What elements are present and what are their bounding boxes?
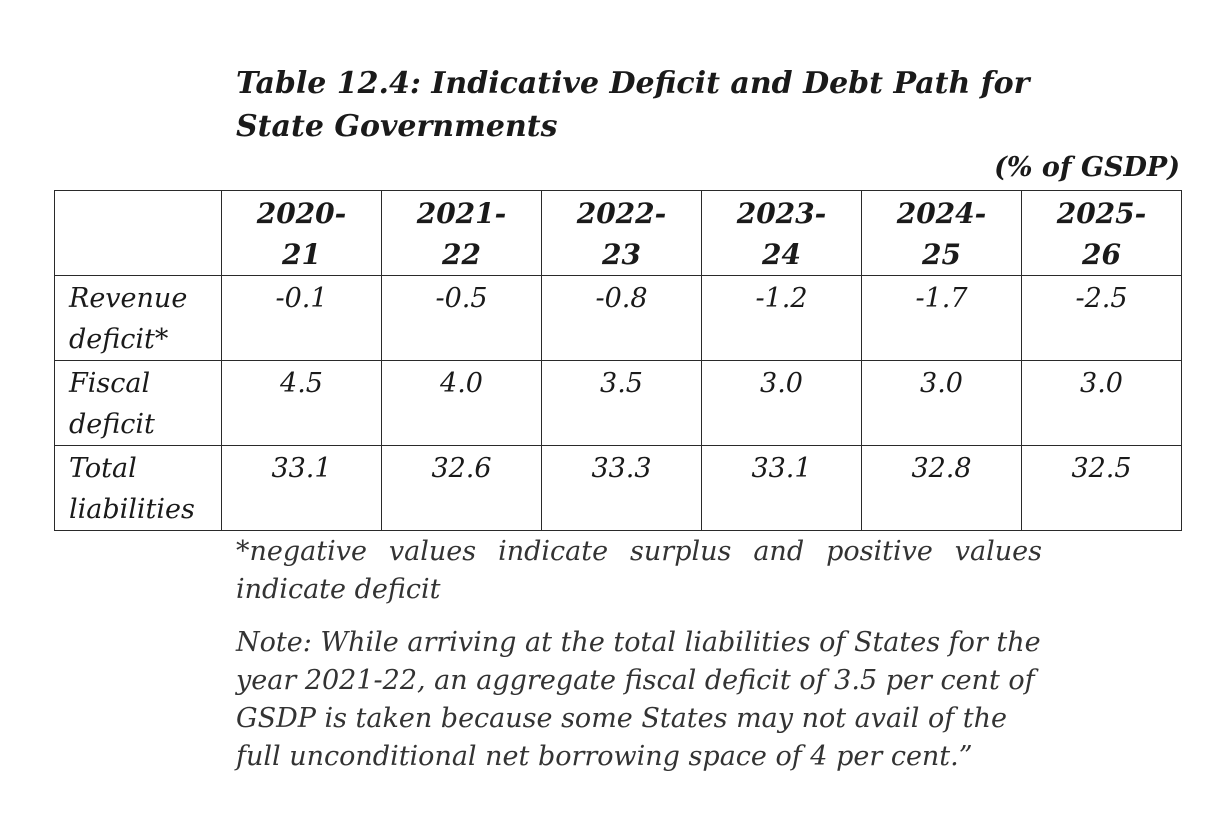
- table-footnote: *negative values indicate surplus and po…: [236, 536, 1042, 605]
- table-cell: 32.6: [381, 445, 542, 531]
- table-cell: -1.7: [861, 275, 1022, 361]
- table-row-fiscal-deficit: Fiscal deficit 4.5 4.0 3.5 3.0 3.0 3.0: [54, 360, 1182, 446]
- row-label-fiscal-deficit: Fiscal deficit: [54, 360, 222, 446]
- unit-label: (% of GSDP): [994, 152, 1180, 183]
- table-cell: 32.8: [861, 445, 1022, 531]
- table-cell: 33.1: [221, 445, 382, 531]
- year-header-2024-25: 2024- 25: [861, 190, 1022, 276]
- table-cell: -0.5: [381, 275, 542, 361]
- table-title: Table 12.4: Indicative Deficit and Debt …: [236, 62, 1096, 148]
- header-row: 2020- 21 2021- 22 2022- 23 2023- 24 2024- 25 …: [54, 190, 1182, 276]
- table-cell: -1.2: [701, 275, 862, 361]
- table-title-line2: State Governments: [236, 109, 558, 144]
- table-note: Note: While arriving at the total liabil…: [236, 627, 1041, 772]
- table-cell: 4.5: [221, 360, 382, 446]
- year-header-2020-21: 2020- 21: [221, 190, 382, 276]
- row-label-revenue-deficit: Revenue deficit*: [54, 275, 222, 361]
- table-cell: -0.1: [221, 275, 382, 361]
- table-cell: -0.8: [541, 275, 702, 361]
- table-cell: 33.1: [701, 445, 862, 531]
- table-row-revenue-deficit: Revenue deficit* -0.1 -0.5 -0.8 -1.2 -1.7…: [54, 275, 1182, 361]
- table-cell: 33.3: [541, 445, 702, 531]
- table-cell: 32.5: [1021, 445, 1182, 531]
- deficit-debt-table: 2020- 21 2021- 22 2022- 23 2023- 24 2024- 25 …: [54, 190, 1182, 531]
- year-header-2025-26: 2025- 26: [1021, 190, 1182, 276]
- table-title-line1: Table 12.4: Indicative Deficit and Debt …: [236, 66, 1030, 101]
- table-row-total-liabilities: Total liabilities 33.1 32.6 33.3 33.1 32.…: [54, 445, 1182, 531]
- year-header-2021-22: 2021- 22: [381, 190, 542, 276]
- year-header-2022-23: 2022- 23: [541, 190, 702, 276]
- table-cell: 3.5: [541, 360, 702, 446]
- row-label-total-liabilities: Total liabilities: [54, 445, 222, 531]
- table-cell: 3.0: [701, 360, 862, 446]
- table-cell: 3.0: [861, 360, 1022, 446]
- table-cell: 4.0: [381, 360, 542, 446]
- table-cell: 3.0: [1021, 360, 1182, 446]
- year-header-2023-24: 2023- 24: [701, 190, 862, 276]
- table-cell: -2.5: [1021, 275, 1182, 361]
- header-blank-cell: [54, 190, 222, 276]
